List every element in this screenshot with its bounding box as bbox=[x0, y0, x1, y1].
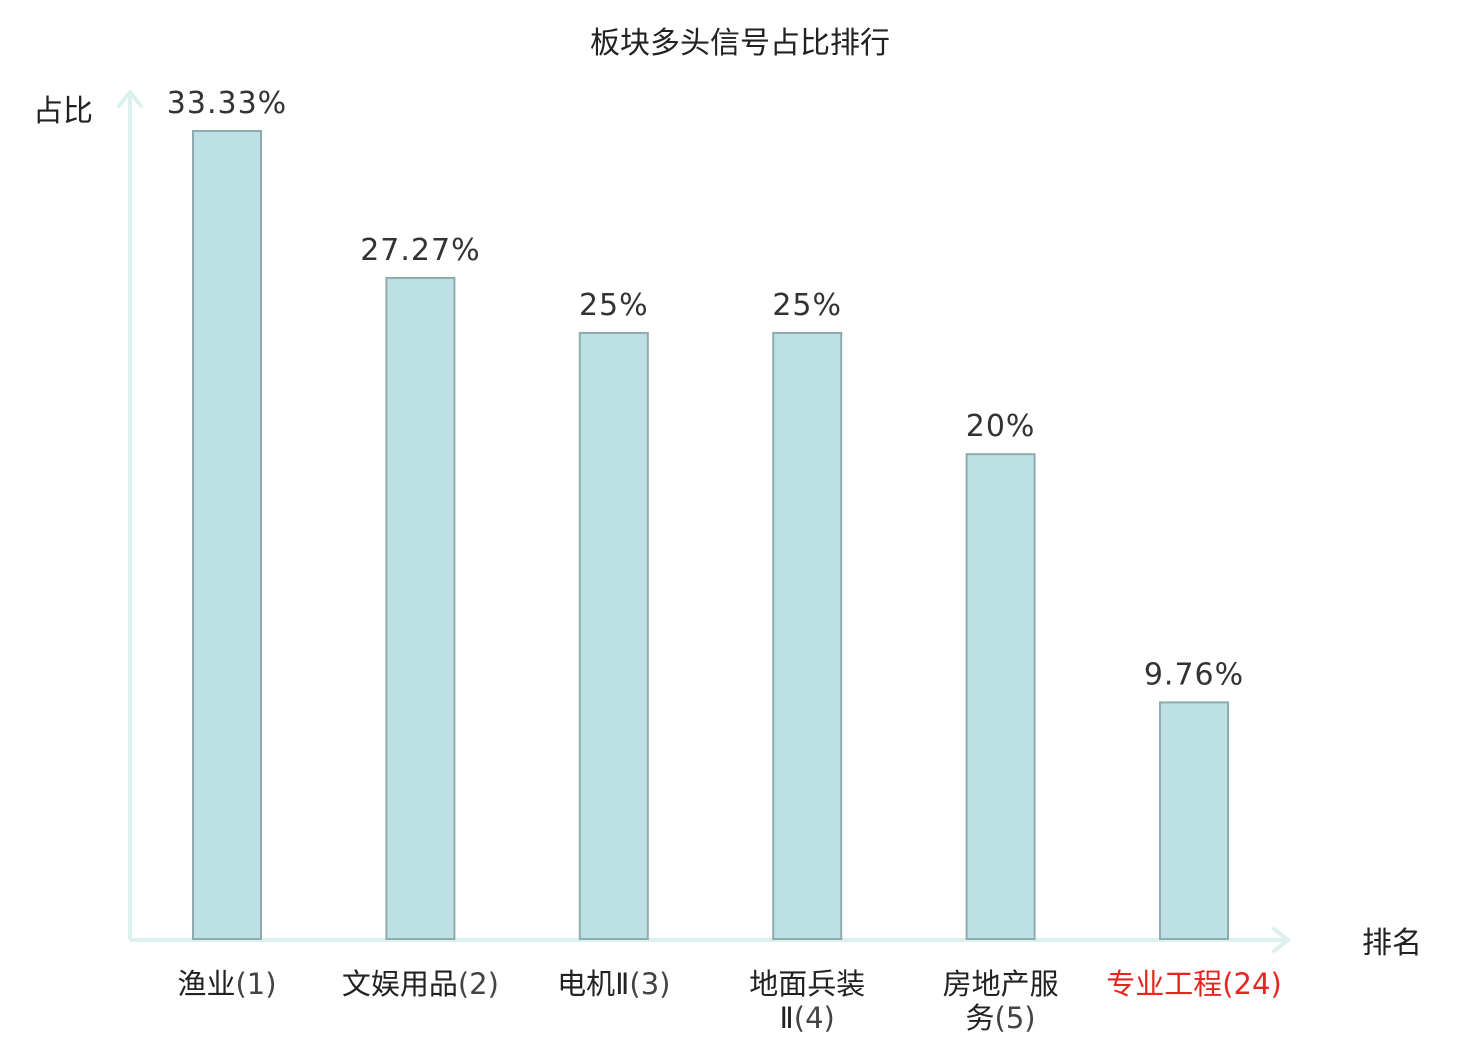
svg-text:专业工程(24): 专业工程(24) bbox=[1106, 967, 1282, 1001]
svg-text:房地产服: 房地产服 bbox=[943, 967, 1059, 1001]
bar bbox=[772, 331, 843, 940]
x-axis-label: 排名 bbox=[1362, 926, 1422, 961]
data-label: 25% bbox=[772, 288, 842, 323]
data-label: 20% bbox=[966, 409, 1036, 444]
svg-text:务(5): 务(5) bbox=[966, 1001, 1036, 1035]
x-tick-label: 文娱用品(2) bbox=[342, 967, 499, 1001]
data-label: 27.27% bbox=[360, 233, 480, 268]
bars-group bbox=[192, 130, 1229, 941]
svg-text:电机Ⅱ(3): 电机Ⅱ(3) bbox=[557, 967, 670, 1001]
svg-text:文娱用品(2): 文娱用品(2) bbox=[342, 967, 499, 1001]
x-tick-label: 专业工程(24) bbox=[1106, 967, 1282, 1001]
data-label: 9.76% bbox=[1144, 657, 1244, 692]
bar bbox=[385, 276, 456, 940]
bar bbox=[578, 331, 649, 940]
y-axis-label: 占比 bbox=[33, 94, 93, 129]
bar bbox=[192, 130, 262, 940]
svg-text:Ⅱ(4): Ⅱ(4) bbox=[780, 1001, 835, 1035]
data-label: 33.33% bbox=[167, 86, 287, 121]
svg-text:渔业(1): 渔业(1) bbox=[177, 967, 276, 1001]
data-label: 25% bbox=[579, 288, 649, 323]
y-axis-arrow-icon bbox=[117, 90, 143, 108]
chart-title: 板块多头信号占比排行 bbox=[590, 26, 890, 61]
svg-text:地面兵装: 地面兵装 bbox=[749, 967, 865, 1001]
x-tick-label: 渔业(1) bbox=[177, 967, 276, 1001]
x-axis-arrow-icon bbox=[1272, 927, 1290, 953]
x-tick-label: 电机Ⅱ(3) bbox=[557, 967, 670, 1001]
bar bbox=[965, 453, 1036, 940]
bar bbox=[1159, 701, 1229, 941]
value-labels-group: 33.33% 27.27% 25% 25% 20% 9.76% bbox=[167, 86, 1244, 692]
